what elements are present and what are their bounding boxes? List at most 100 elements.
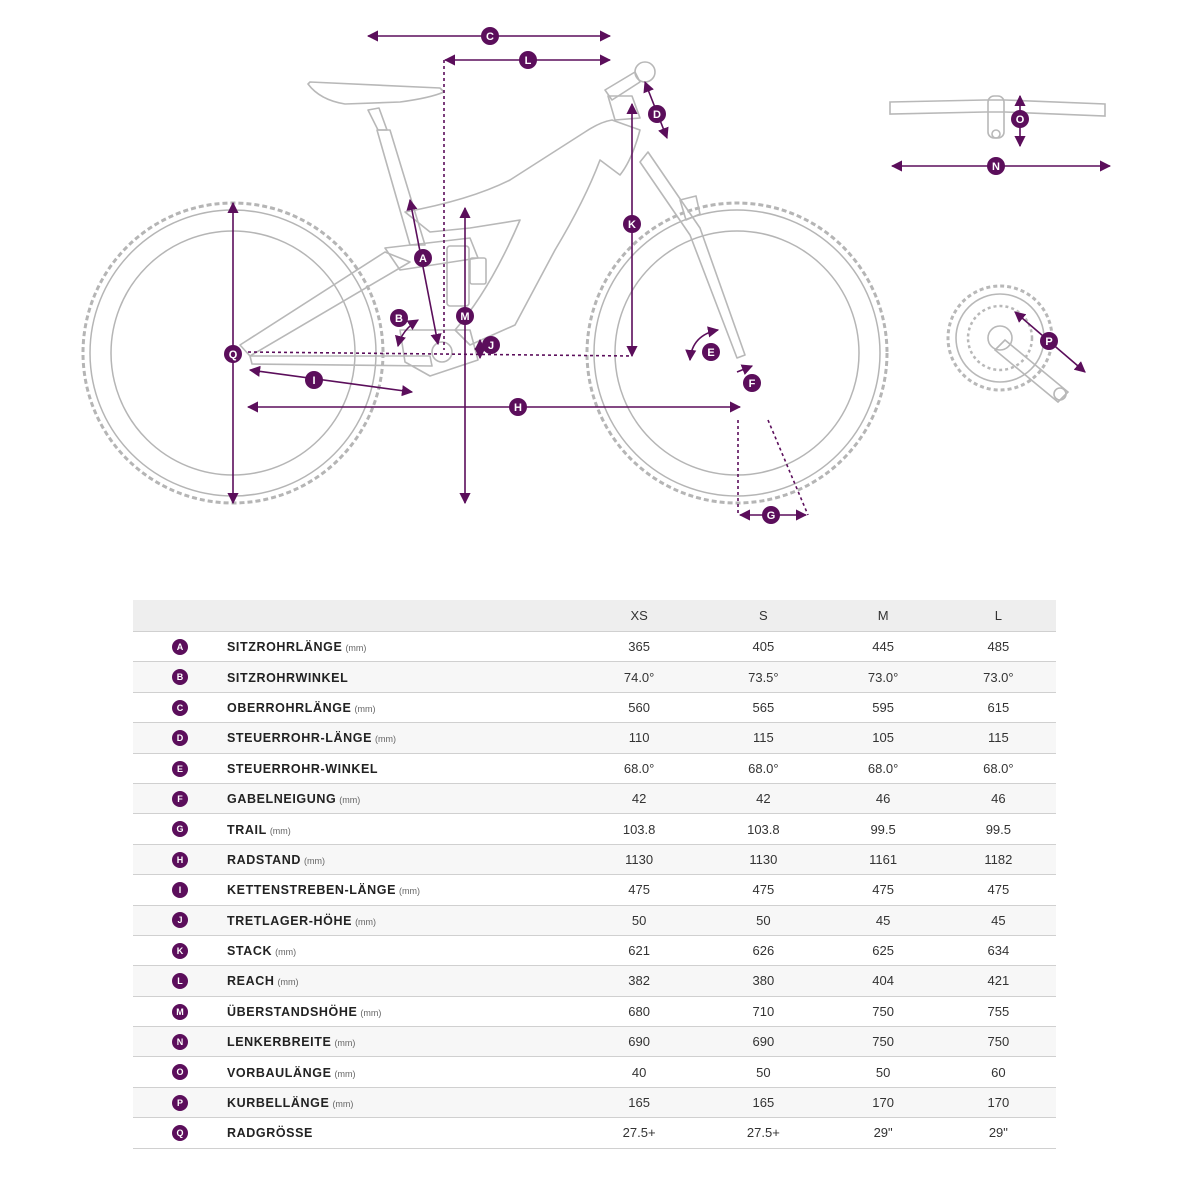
table-row: I KETTENSTREBEN-LÄNGE (mm) 475 475 475 475: [133, 874, 1056, 906]
value-cell: 45: [825, 905, 941, 936]
header-size-xs: XS: [577, 600, 702, 632]
dimension-badge: C: [172, 699, 188, 716]
svg-text:F: F: [749, 378, 756, 390]
value-cell: 380: [701, 965, 826, 997]
svg-text:K: K: [628, 219, 636, 231]
table-row: M ÜBERSTANDSHÖHE (mm) 680 710 750 755: [133, 996, 1056, 1028]
value-cell: 46: [825, 783, 941, 815]
value-cell: 50: [701, 1056, 826, 1088]
dim-label-o: O: [1011, 110, 1029, 128]
value-cell: 1130: [577, 844, 702, 876]
value-cell: 634: [940, 935, 1056, 967]
dimension-badge: Q: [172, 1125, 188, 1142]
parameter-cell: VORBAULÄNGE (mm): [227, 1056, 577, 1088]
value-cell: 105: [825, 722, 941, 754]
table-row: G TRAIL (mm) 103.8 103.8 99.5 99.5: [133, 813, 1056, 845]
geometry-table: XS S M L A SITZROHRLÄNGE (mm) 365 405 445 485 B…: [133, 600, 1056, 1149]
dimension-badge: B: [172, 669, 188, 686]
parameter-unit: (mm): [332, 1099, 354, 1110]
value-cell: 68.0°: [940, 753, 1056, 784]
badge-cell: Q: [133, 1117, 227, 1149]
parameter-name: ÜBERSTANDSHÖHE: [227, 1004, 358, 1019]
dim-label-h: H: [509, 398, 527, 416]
parameter-cell: TRETLAGER-HÖHE (mm): [227, 905, 577, 936]
svg-text:H: H: [514, 402, 522, 414]
value-cell: 45: [940, 905, 1056, 936]
parameter-name: KETTENSTREBEN-LÄNGE: [227, 883, 397, 898]
parameter-name: OBERROHRLÄNGE: [227, 700, 352, 715]
dim-label-f: F: [743, 374, 761, 392]
parameter-name: RADSTAND: [227, 852, 302, 867]
value-cell: 73.5°: [701, 661, 826, 693]
parameter-name: STEUERROHR-WINKEL: [227, 761, 379, 776]
badge-cell: B: [133, 661, 227, 693]
badge-cell: H: [133, 844, 227, 876]
svg-text:D: D: [653, 109, 661, 121]
value-cell: 68.0°: [577, 753, 702, 784]
handlebar-detail: [889, 95, 1106, 139]
parameter-cell: STEUERROHR-WINKEL: [227, 753, 577, 784]
dim-label-e: E: [702, 343, 720, 361]
dim-label-m: M: [456, 307, 474, 325]
dimension-badge: A: [172, 638, 188, 655]
parameter-unit: (mm): [334, 1068, 356, 1079]
table-row: O VORBAULÄNGE (mm) 40 50 50 60: [133, 1056, 1056, 1088]
table-row: L REACH (mm) 382 380 404 421: [133, 965, 1056, 997]
value-cell: 405: [701, 631, 826, 663]
badge-cell: D: [133, 722, 227, 754]
badge-cell: M: [133, 996, 227, 1028]
dimension-badge: J: [172, 912, 188, 929]
parameter-cell: RADGRÖSSE: [227, 1117, 577, 1149]
parameter-cell: RADSTAND (mm): [227, 844, 577, 876]
dim-label-j: J: [482, 336, 500, 354]
parameter-name: STEUERROHR-LÄNGE: [227, 731, 373, 746]
parameter-unit: (mm): [269, 825, 291, 836]
parameter-cell: GABELNEIGUNG (mm): [227, 783, 577, 815]
value-cell: 50: [701, 905, 826, 936]
badge-cell: N: [133, 1026, 227, 1058]
value-cell: 615: [940, 692, 1056, 724]
header-size-l: L: [940, 600, 1056, 632]
value-cell: 46: [940, 783, 1056, 815]
value-cell: 1182: [940, 844, 1056, 876]
table-row: B SITZROHRWINKEL 74.0° 73.5° 73.0° 73.0°: [133, 661, 1056, 693]
svg-text:N: N: [992, 161, 1000, 173]
value-cell: 565: [701, 692, 826, 724]
value-cell: 110: [577, 722, 702, 754]
svg-text:C: C: [486, 31, 494, 43]
parameter-name: REACH: [227, 974, 275, 989]
dimension-badge: K: [172, 942, 188, 959]
badge-cell: K: [133, 935, 227, 967]
badge-cell: L: [133, 965, 227, 997]
header-size-m: M: [825, 600, 941, 632]
value-cell: 165: [701, 1087, 826, 1119]
badge-cell: J: [133, 905, 227, 936]
table-row: F GABELNEIGUNG (mm) 42 42 46 46: [133, 783, 1056, 815]
bike-frame: [239, 61, 746, 377]
dim-label-q: Q: [224, 345, 242, 363]
dim-label-l: L: [519, 51, 537, 69]
dim-label-c: C: [481, 27, 499, 45]
parameter-cell: REACH (mm): [227, 965, 577, 997]
badge-cell: O: [133, 1056, 227, 1088]
value-cell: 73.0°: [825, 661, 941, 693]
dimension-badge: L: [172, 973, 188, 990]
parameter-name: LENKERBREITE: [227, 1035, 332, 1050]
svg-text:J: J: [488, 340, 494, 352]
svg-text:E: E: [707, 347, 714, 359]
table-body: A SITZROHRLÄNGE (mm) 365 405 445 485 B SITZROHRW…: [133, 631, 1056, 1149]
dim-label-a: A: [414, 249, 432, 267]
dim-label-i: I: [305, 371, 323, 389]
value-cell: 690: [701, 1026, 826, 1058]
svg-text:O: O: [1016, 114, 1025, 126]
svg-text:L: L: [525, 55, 532, 67]
parameter-cell: STACK (mm): [227, 935, 577, 967]
parameter-cell: KETTENSTREBEN-LÄNGE (mm): [227, 874, 577, 906]
value-cell: 99.5: [940, 813, 1056, 845]
value-cell: 50: [577, 905, 702, 936]
value-cell: 404: [825, 965, 941, 997]
parameter-cell: TRAIL (mm): [227, 813, 577, 845]
parameter-cell: SITZROHRWINKEL: [227, 661, 577, 693]
value-cell: 50: [825, 1056, 941, 1088]
svg-text:B: B: [395, 313, 403, 325]
